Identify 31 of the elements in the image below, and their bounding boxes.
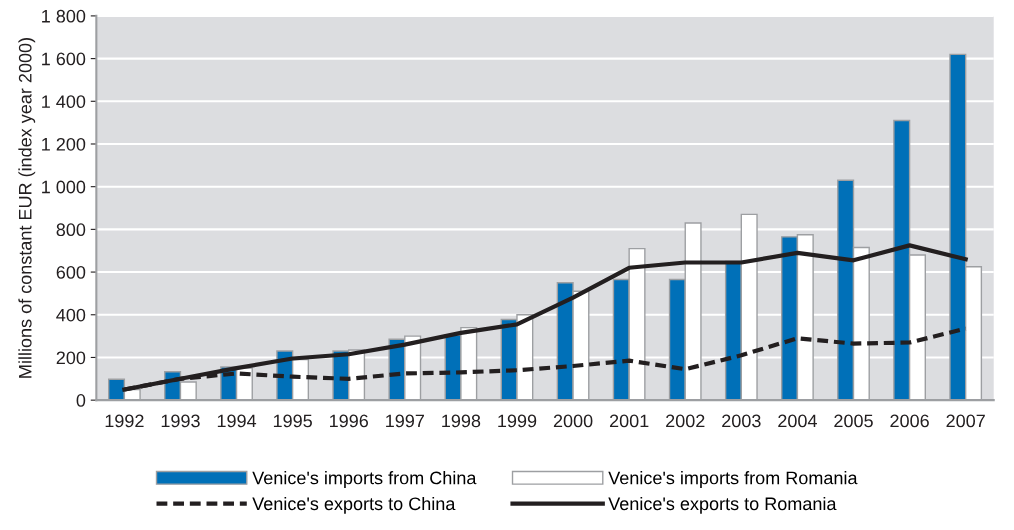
x-tick-label: 1996	[330, 414, 369, 428]
y-tick-label: 200	[56, 351, 86, 365]
y-tick-label: 1 400	[42, 95, 86, 109]
x-tick-label: 2007	[946, 414, 985, 428]
y-axis-title: Millions of constant EUR (index year 2000)	[18, 38, 36, 378]
x-tick-label: 1999	[498, 414, 537, 428]
x-tick-label: 1998	[442, 414, 481, 428]
legend-label: Venice's exports to Romania	[608, 496, 837, 514]
x-tick-label: 1992	[105, 414, 144, 428]
legend-label: Venice's imports from Romania	[608, 471, 858, 488]
y-tick-label: 1 200	[42, 137, 86, 151]
x-tick-label: 2001	[609, 414, 649, 428]
x-tick-label: 1995	[273, 414, 312, 428]
x-tick-label: 2002	[666, 414, 705, 428]
y-tick-label: 400	[56, 308, 86, 322]
x-tick-label: 2000	[553, 414, 593, 428]
legend-label: Venice's exports to China	[252, 496, 456, 514]
x-tick-label: 2003	[722, 414, 761, 428]
x-tick-label: 1994	[217, 414, 257, 428]
legend-label: Venice's imports from China	[252, 471, 477, 488]
x-tick-label: 1993	[161, 414, 200, 428]
x-tick-label: 1997	[386, 414, 424, 428]
y-tick-label: 1 800	[42, 9, 86, 23]
y-tick-label: 1 600	[42, 52, 86, 66]
y-tick-label: 800	[56, 223, 86, 237]
x-tick-label: 2006	[890, 414, 929, 428]
y-tick-label: 1 000	[42, 180, 86, 194]
x-tick-label: 2004	[778, 414, 817, 428]
y-tick-label: 0	[76, 394, 86, 407]
y-tick-label: 600	[56, 266, 86, 279]
x-tick-label: 2005	[834, 414, 873, 428]
